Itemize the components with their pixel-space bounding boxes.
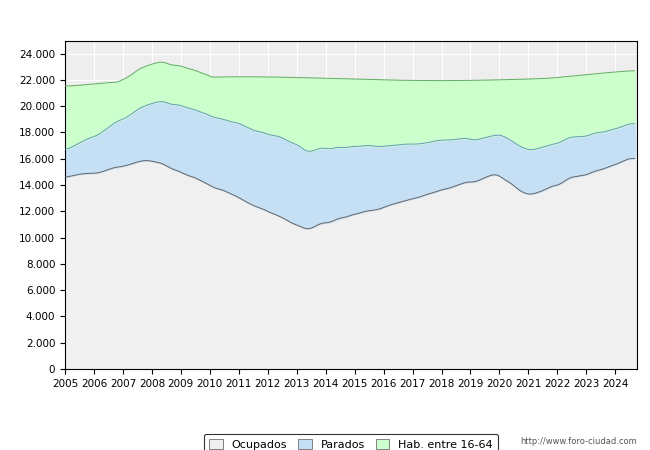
Legend: Ocupados, Parados, Hab. entre 16-64: Ocupados, Parados, Hab. entre 16-64 [204,434,498,450]
Text: http://www.foro-ciudad.com: http://www.foro-ciudad.com [520,436,637,446]
Text: Yecla - Evolucion de la poblacion en edad de Trabajar Septiembre de 2024: Yecla - Evolucion de la poblacion en eda… [67,13,583,27]
Text: foro-ciudad.com: foro-ciudad.com [249,244,453,264]
